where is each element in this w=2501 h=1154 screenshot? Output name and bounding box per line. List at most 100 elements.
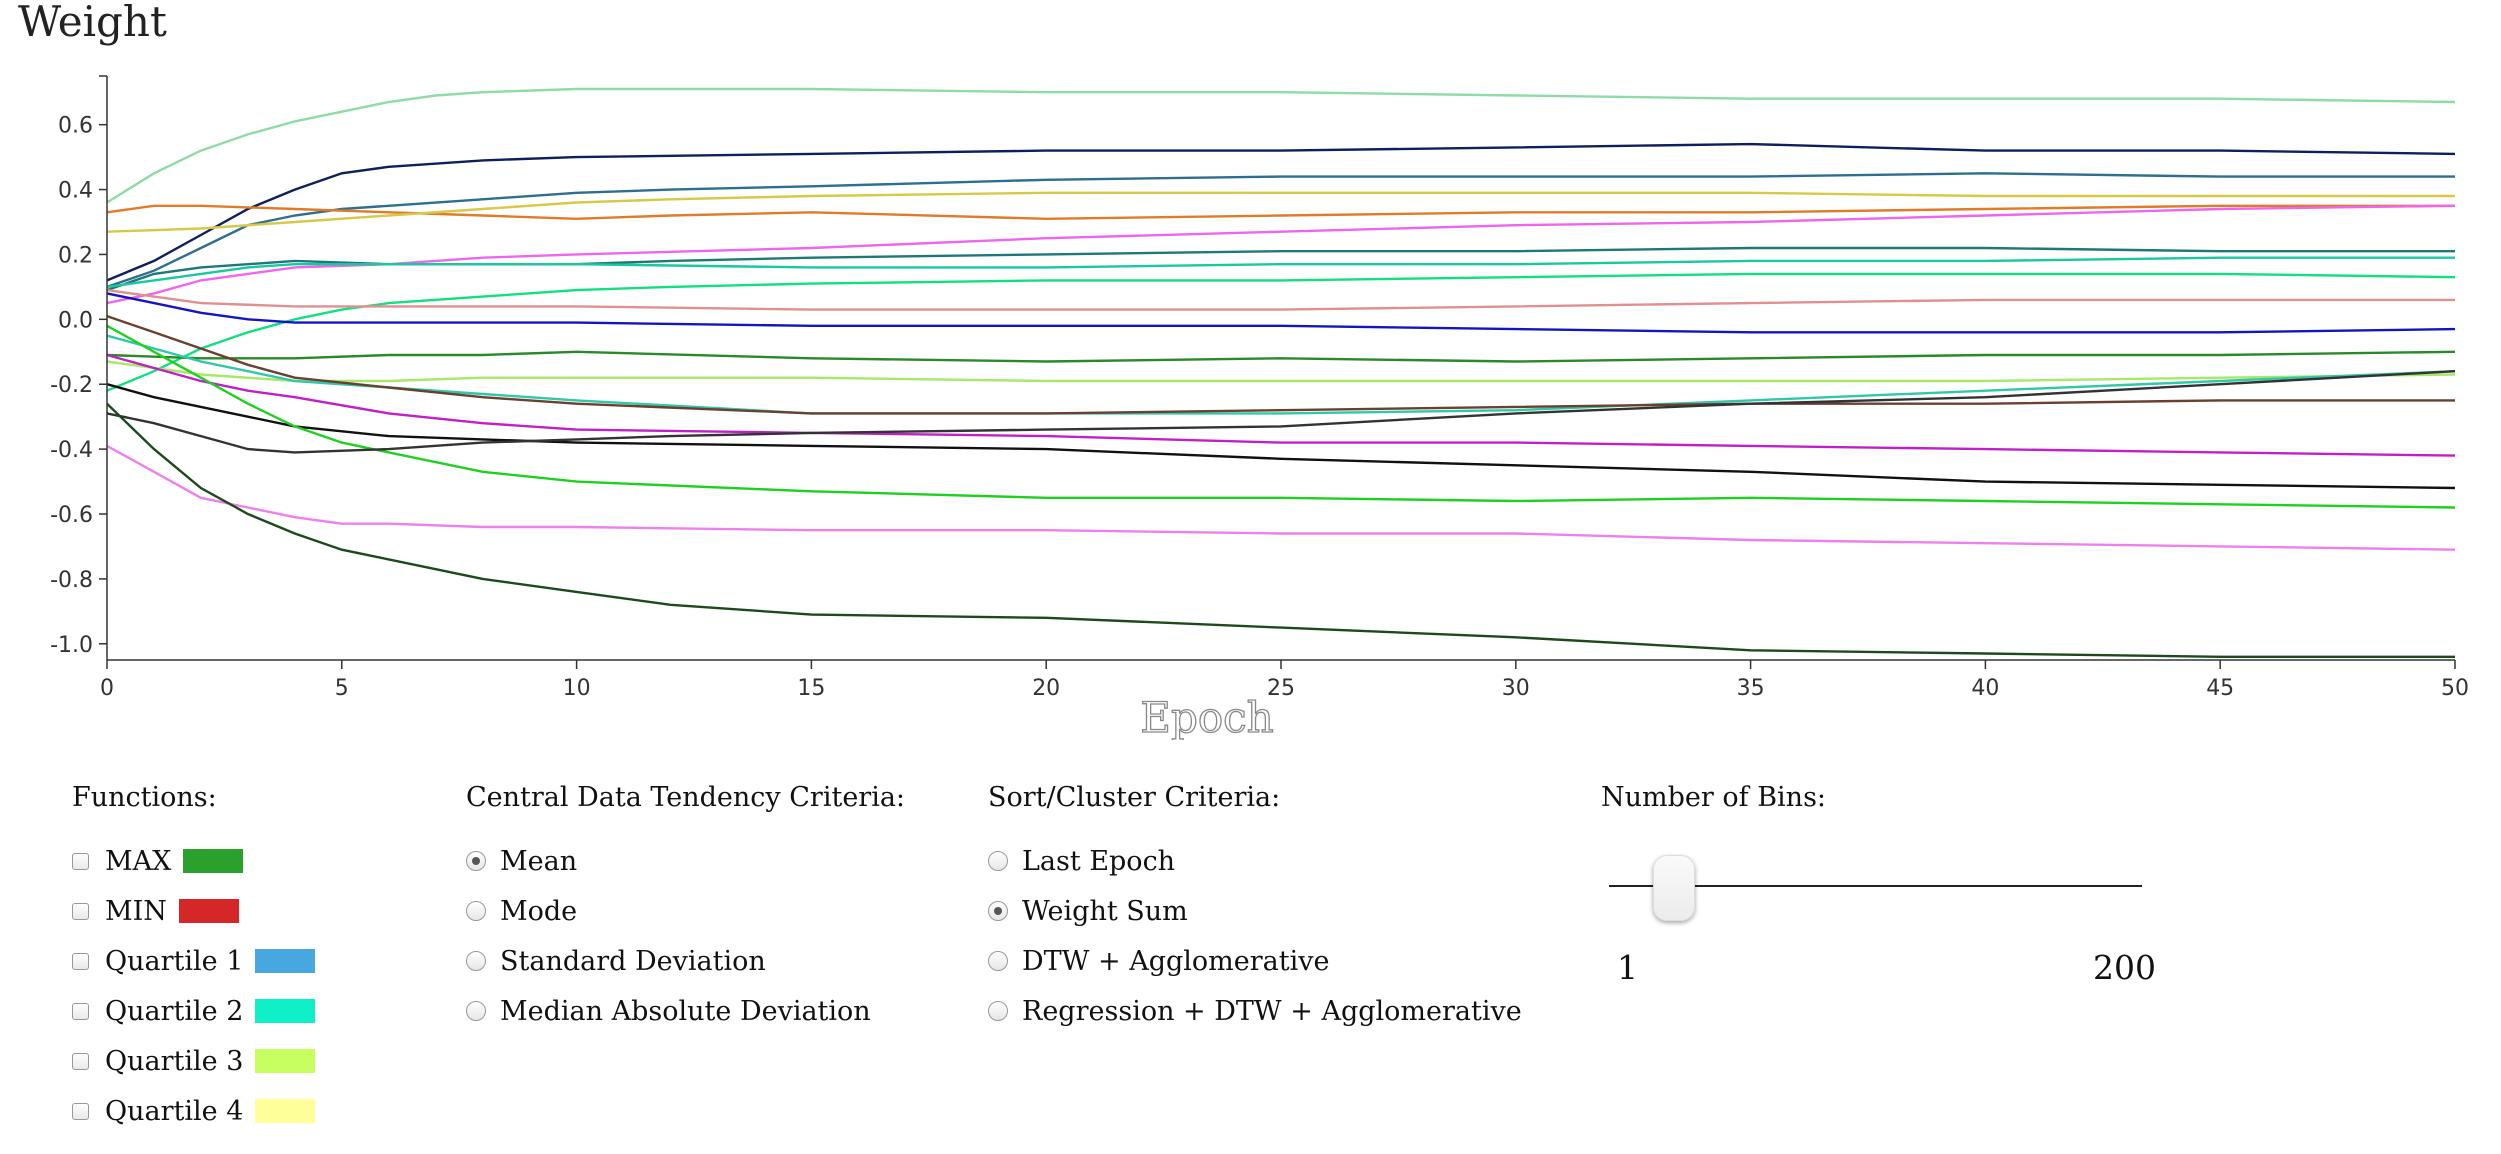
y-tick-label: 0.4 — [58, 179, 93, 204]
bins-max-label: 200 — [2093, 948, 2156, 987]
y-tick-label: 0.2 — [58, 243, 93, 268]
function-label: Quartile 1 — [105, 945, 244, 977]
series-line-9 — [106, 272, 2456, 392]
sort-radio-regression-dtw-agglomerative[interactable] — [988, 1001, 1008, 1021]
function-checkbox-quartile-1[interactable] — [72, 952, 89, 970]
y-tick-label: 0.0 — [58, 308, 93, 333]
sort-radio-weight-sum[interactable] — [988, 901, 1008, 921]
series-line-2 — [106, 142, 2456, 282]
series-line-13 — [106, 360, 2456, 383]
series-line-12 — [106, 350, 2456, 363]
bins-min-label: 1 — [1617, 948, 1638, 987]
series-line-3 — [106, 172, 2455, 289]
y-tick-label: -0.4 — [50, 438, 93, 463]
x-tick-label: 25 — [1267, 676, 1295, 701]
x-axis-label: Epoch — [1140, 693, 1273, 740]
x-tick-label: 30 — [1502, 676, 1530, 701]
sort-cluster-panel: Sort/Cluster Criteria: Last Epoch Weight … — [988, 782, 1522, 1036]
sort-option-label: Weight Sum — [1022, 895, 1188, 927]
central-radio-median-absolute-deviation[interactable] — [466, 1001, 486, 1021]
central-option-label: Standard Deviation — [500, 945, 766, 977]
sort-option-weight-sum[interactable]: Weight Sum — [988, 886, 1522, 936]
central-option-label: Mean — [500, 845, 578, 877]
function-checkbox-quartile-2[interactable] — [72, 1002, 89, 1020]
function-row-min[interactable]: MIN — [72, 886, 315, 936]
x-tick-label: 10 — [563, 676, 591, 701]
sort-option-regression-dtw-agglomerative[interactable]: Regression + DTW + Agglomerative — [988, 986, 1522, 1036]
x-tick-label: 40 — [1971, 676, 1999, 701]
series-line-21 — [106, 402, 2455, 658]
series-lines — [106, 87, 2456, 658]
x-tick-label: 0 — [100, 676, 114, 701]
central-radio-mode[interactable] — [466, 901, 486, 921]
bins-slider-thumb[interactable] — [1653, 855, 1695, 921]
series-line-17 — [106, 383, 2456, 490]
central-option-mode[interactable]: Mode — [466, 886, 905, 936]
central-option-label: Mode — [500, 895, 578, 927]
y-tick-label: -0.2 — [50, 373, 93, 398]
sort-option-label: Last Epoch — [1022, 845, 1176, 877]
function-label: MIN — [105, 895, 167, 927]
x-tick-label: 20 — [1032, 676, 1060, 701]
series-line-7 — [106, 246, 2455, 292]
series-line-10 — [106, 288, 2455, 311]
function-label: MAX — [105, 845, 172, 877]
sort-option-label: DTW + Agglomerative — [1022, 945, 1330, 977]
central-tendency-title: Central Data Tendency Criteria: — [466, 782, 906, 813]
series-line-5 — [106, 191, 2455, 233]
function-color-swatch — [183, 849, 244, 873]
sort-radio-dtw-agglomerative[interactable] — [988, 951, 1008, 971]
function-row-quartile-1[interactable]: Quartile 1 — [72, 936, 316, 986]
function-label: Quartile 4 — [105, 1095, 244, 1127]
x-tick-label: 50 — [2441, 676, 2469, 701]
function-row-max[interactable]: MAX — [72, 836, 315, 886]
function-color-swatch — [255, 999, 316, 1023]
x-tick-label: 45 — [2206, 676, 2234, 701]
series-line-8 — [106, 256, 2455, 289]
central-tendency-panel: Central Data Tendency Criteria: Mean Mode… — [466, 782, 905, 1036]
function-row-quartile-3[interactable]: Quartile 3 — [72, 1036, 316, 1086]
function-color-swatch — [178, 899, 239, 923]
sort-option-dtw-agglomerative[interactable]: DTW + Agglomerative — [988, 936, 1522, 986]
function-label: Quartile 3 — [105, 1045, 244, 1077]
sort-radio-last-epoch[interactable] — [988, 851, 1008, 871]
x-tick-label: 5 — [335, 676, 349, 701]
sort-option-label: Regression + DTW + Agglomerative — [1022, 995, 1522, 1027]
series-line-15 — [106, 314, 2455, 415]
central-radio-mean[interactable] — [466, 851, 486, 871]
series-line-14 — [106, 334, 2456, 415]
function-row-quartile-4[interactable]: Quartile 4 — [72, 1086, 316, 1136]
y-tick-label: -0.8 — [50, 568, 93, 593]
series-line-1 — [106, 87, 2456, 204]
series-line-16 — [106, 353, 2456, 457]
central-radio-standard-deviation[interactable] — [466, 951, 486, 971]
y-axis: 0.6 0.4 0.2 0.0 -0.2 -0.4 -0.6 -0.8 -1.0 — [50, 75, 108, 660]
bins-slider-track[interactable] — [1609, 885, 2142, 887]
functions-title: Functions: — [72, 782, 217, 813]
series-line-18 — [106, 324, 2456, 509]
weight-chart: Weight 0.60.40.20.0-0.2-0.4-0.6-0.8-1.0 … — [18, 0, 2469, 740]
bins-panel: Number of Bins: — [1601, 782, 1826, 836]
x-axis: 0 5 10 15 20 25 30 35 40 45 50 — [100, 659, 2469, 701]
central-option-mean[interactable]: Mean — [466, 836, 905, 886]
sort-cluster-title: Sort/Cluster Criteria: — [988, 782, 1281, 813]
sort-option-last-epoch[interactable]: Last Epoch — [988, 836, 1522, 886]
series-line-4 — [106, 204, 2455, 221]
x-tick-label: 35 — [1737, 676, 1765, 701]
series-line-6 — [106, 204, 2456, 305]
function-checkbox-quartile-4[interactable] — [72, 1102, 89, 1120]
y-tick-label: 0.6 — [58, 114, 93, 139]
function-row-quartile-2[interactable]: Quartile 2 — [72, 986, 316, 1036]
central-option-label: Median Absolute Deviation — [500, 995, 871, 1027]
function-label: Quartile 2 — [105, 995, 244, 1027]
function-checkbox-quartile-3[interactable] — [72, 1052, 89, 1070]
function-checkbox-min[interactable] — [72, 902, 89, 920]
central-option-standard-deviation[interactable]: Standard Deviation — [466, 936, 905, 986]
y-tick-label: -0.6 — [50, 503, 93, 528]
function-color-swatch — [255, 1049, 316, 1073]
central-option-median-absolute-deviation[interactable]: Median Absolute Deviation — [466, 986, 905, 1036]
series-line-11 — [106, 292, 2456, 334]
y-axis-label: Weight — [18, 0, 167, 46]
function-color-swatch — [255, 1099, 316, 1123]
function-checkbox-max[interactable] — [72, 852, 89, 870]
